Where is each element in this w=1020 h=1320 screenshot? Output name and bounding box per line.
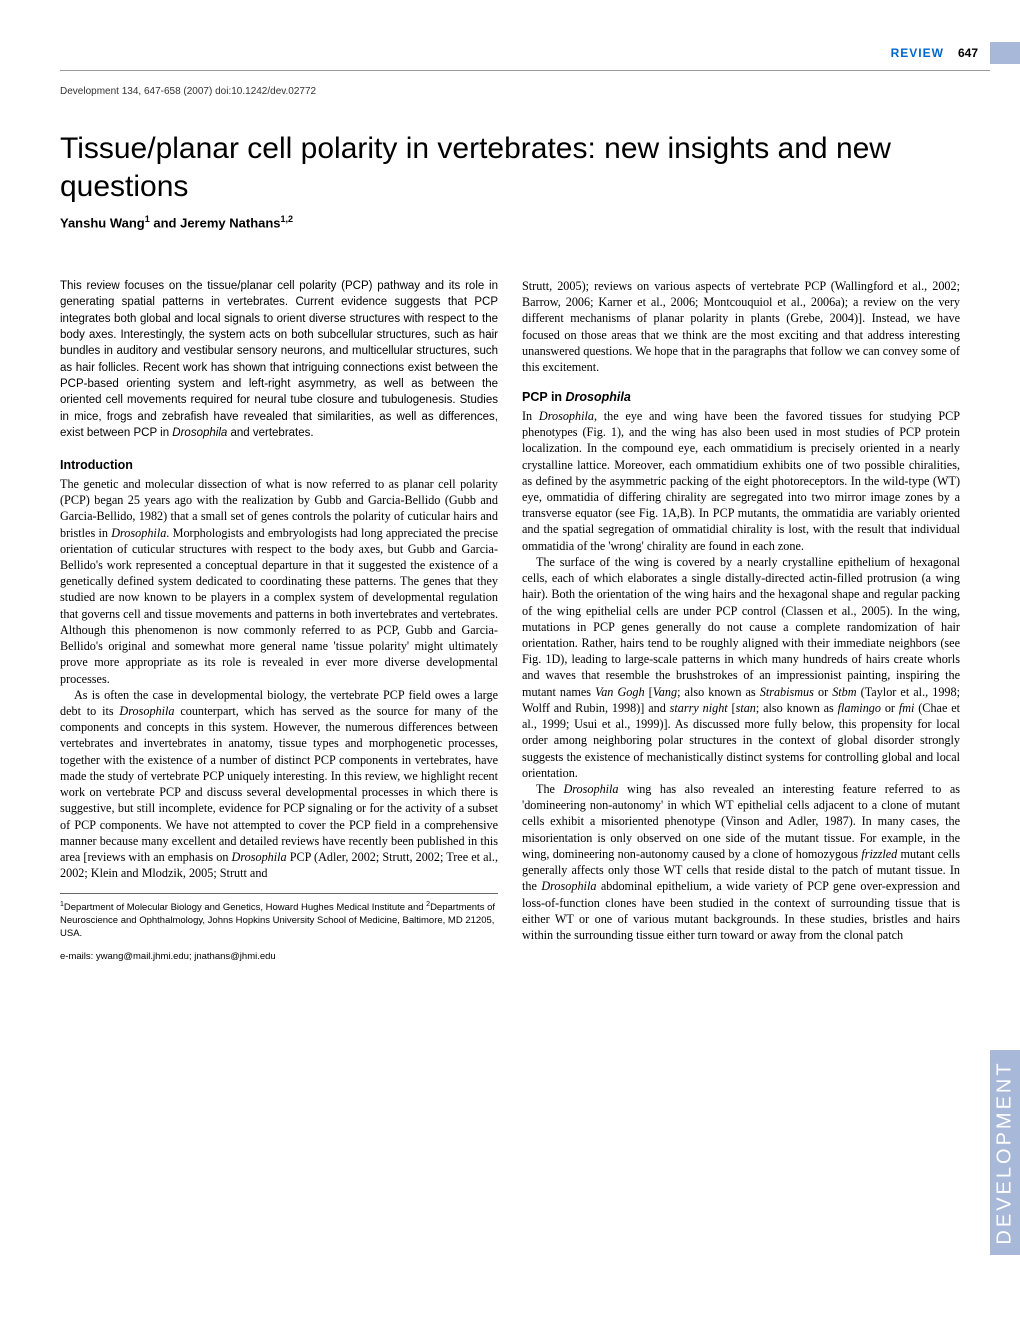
intro-paragraph-2: As is often the case in developmental bi… xyxy=(60,687,498,882)
abstract-text: This review focuses on the tissue/planar… xyxy=(60,278,498,441)
header-rule xyxy=(60,70,990,71)
affiliations: 1Department of Molecular Biology and Gen… xyxy=(60,900,498,941)
authors-line: Yanshu Wang1 and Jeremy Nathans1,2 xyxy=(60,214,293,230)
pcp-drosophila-heading: PCP in Drosophila xyxy=(522,389,960,406)
review-label: REVIEW xyxy=(891,46,944,60)
article-title: Tissue/planar cell polarity in vertebrat… xyxy=(60,130,960,205)
corresponding-emails: e-mails: ywang@mail.jhmi.edu; jnathans@j… xyxy=(60,951,498,964)
intro-paragraph-1: The genetic and molecular dissection of … xyxy=(60,476,498,687)
page-number: 647 xyxy=(958,46,978,60)
citation-line: Development 134, 647-658 (2007) doi:10.1… xyxy=(60,86,316,97)
pcp-paragraph-3: The Drosophila wing has also revealed an… xyxy=(522,781,960,943)
intro-heading: Introduction xyxy=(60,457,498,474)
right-column: Strutt, 2005); reviews on various aspect… xyxy=(522,278,960,964)
two-column-content: This review focuses on the tissue/planar… xyxy=(60,278,960,964)
footnote-separator: 1Department of Molecular Biology and Gen… xyxy=(60,893,498,963)
journal-name: DEVELOPMENT xyxy=(994,1060,1017,1244)
col2-continuation: Strutt, 2005); reviews on various aspect… xyxy=(522,278,960,375)
pcp-paragraph-1: In Drosophila, the eye and wing have bee… xyxy=(522,408,960,554)
pcp-paragraph-2: The surface of the wing is covered by a … xyxy=(522,554,960,781)
header-bar: REVIEW 647 xyxy=(891,42,1020,64)
left-column: This review focuses on the tissue/planar… xyxy=(60,278,498,964)
journal-side-tab: DEVELOPMENT xyxy=(990,1050,1020,1255)
header-blue-block xyxy=(990,42,1020,64)
